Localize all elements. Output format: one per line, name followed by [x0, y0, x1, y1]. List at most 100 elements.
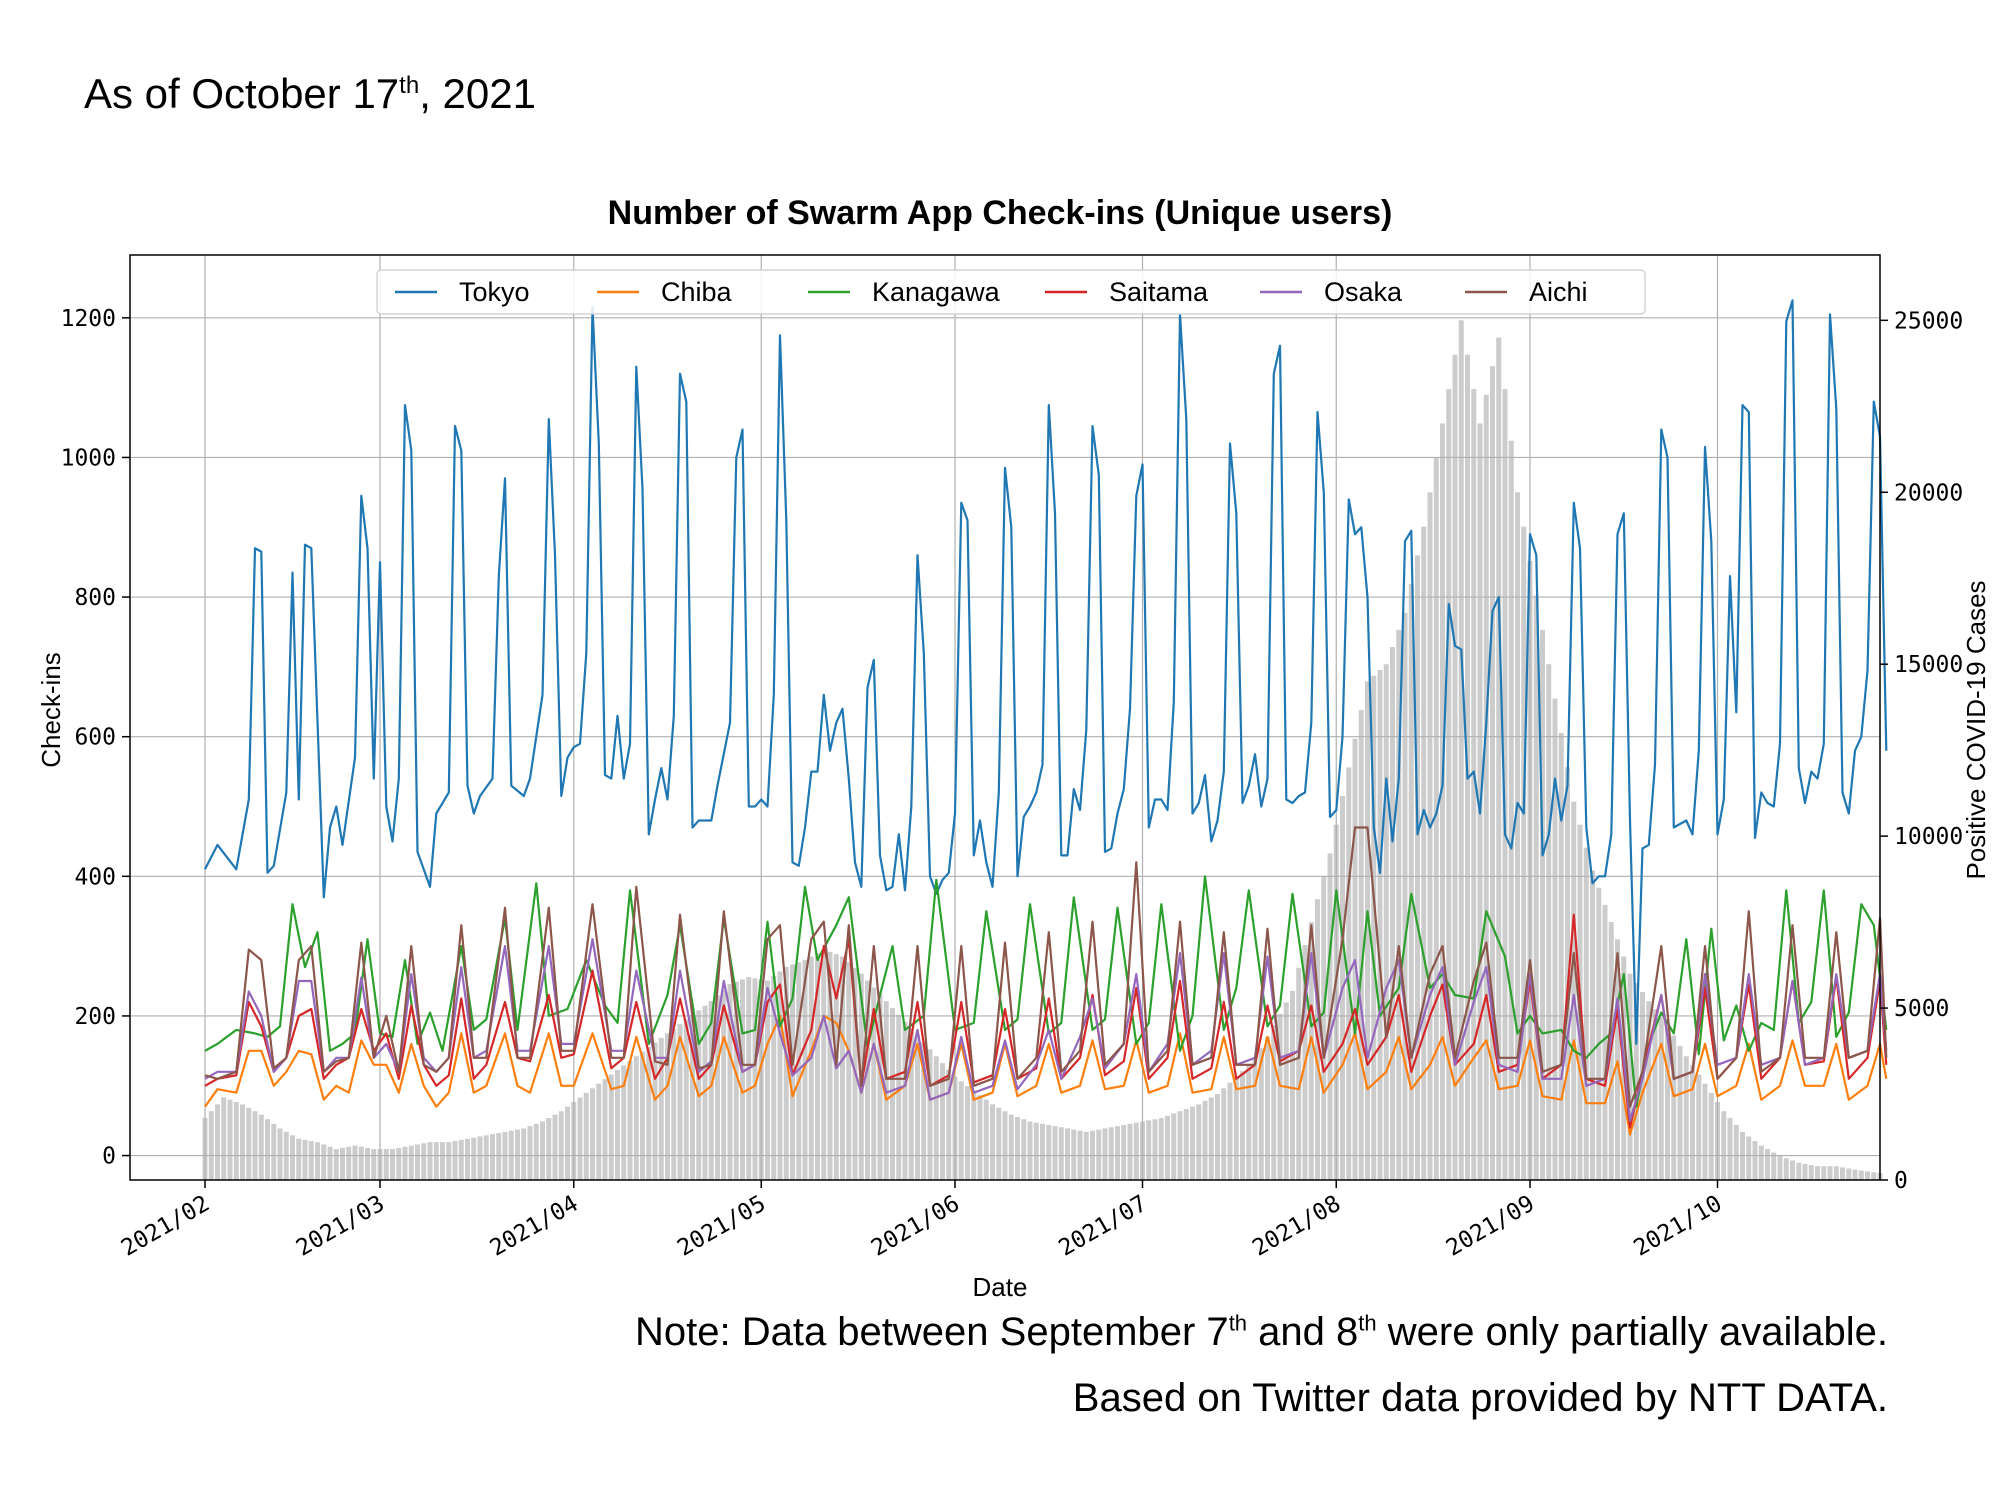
- cases-bar: [1721, 1111, 1727, 1180]
- cases-bar: [1596, 887, 1602, 1180]
- cases-bar: [1058, 1127, 1064, 1180]
- cases-bar: [340, 1147, 345, 1180]
- cases-bar: [1490, 366, 1495, 1180]
- cases-bar: [1777, 1155, 1783, 1180]
- x-axis-label: Date: [973, 1272, 1028, 1302]
- cases-bar: [977, 1095, 983, 1180]
- cases-bar: [1190, 1106, 1195, 1180]
- cases-bar: [1696, 1074, 1702, 1180]
- cases-bar: [458, 1139, 464, 1180]
- cases-bar: [396, 1147, 402, 1180]
- cases-bar: [1546, 664, 1552, 1180]
- cases-bar: [1415, 555, 1420, 1180]
- cases-bar: [358, 1146, 364, 1180]
- cases-bar: [1358, 710, 1364, 1180]
- legend-label-osaka: Osaka: [1324, 277, 1403, 307]
- cases-bar: [1471, 389, 1477, 1180]
- cases-bar: [290, 1135, 295, 1180]
- cases-bar: [552, 1114, 558, 1180]
- y2-axis-label: Positive COVID-19 Cases: [1961, 580, 1991, 879]
- cases-bar: [1771, 1152, 1777, 1180]
- cases-bar: [471, 1137, 477, 1180]
- cases-bar: [871, 987, 877, 1180]
- cases-bar: [765, 980, 770, 1180]
- cases-bar: [1233, 1076, 1239, 1180]
- cases-bar: [1440, 423, 1445, 1180]
- legend-box: [376, 269, 1646, 315]
- cases-bar: [1502, 389, 1508, 1180]
- y-tick-label: 800: [74, 585, 116, 611]
- cases-bar: [1402, 612, 1408, 1180]
- cases-bar: [815, 953, 820, 1180]
- cases-bar: [1121, 1124, 1127, 1180]
- cases-bar: [583, 1092, 589, 1180]
- cases-bar: [1177, 1111, 1183, 1180]
- cases-bar: [215, 1104, 220, 1180]
- cases-bar: [1846, 1168, 1852, 1180]
- cases-bar: [246, 1107, 252, 1180]
- chart-title: Number of Swarm App Check-ins (Unique us…: [608, 194, 1393, 232]
- cases-bar: [327, 1146, 333, 1180]
- cases-bar: [265, 1119, 270, 1180]
- cases-bar: [1390, 647, 1395, 1180]
- x-tick-label: 2021/02: [117, 1191, 214, 1262]
- cases-bar: [1308, 922, 1314, 1180]
- y-tick-label: 1000: [61, 445, 116, 471]
- cases-bar: [477, 1136, 483, 1180]
- cases-bar: [1377, 669, 1383, 1180]
- cases-bar: [777, 971, 783, 1180]
- cases-bar: [896, 1014, 902, 1180]
- cases-bar: [1408, 583, 1414, 1180]
- x-tick-label: 2021/06: [867, 1191, 964, 1262]
- cases-bar: [496, 1133, 502, 1180]
- cases-bar: [1208, 1097, 1214, 1180]
- cases-bar: [465, 1138, 470, 1180]
- cases-bar: [1133, 1122, 1139, 1180]
- cases-bar: [1021, 1119, 1027, 1180]
- x-tick-label: 2021/04: [486, 1191, 583, 1262]
- cases-bar: [433, 1142, 439, 1180]
- cases-bar: [1496, 337, 1502, 1180]
- cases-bar: [1046, 1124, 1052, 1180]
- cases-bar: [1840, 1167, 1845, 1180]
- cases-bar: [690, 1014, 695, 1180]
- cases-bar: [415, 1144, 420, 1180]
- cases-bar: [946, 1069, 952, 1180]
- grid: [130, 255, 1880, 1180]
- cases-bar: [1658, 1017, 1664, 1180]
- cases-bar: [296, 1138, 302, 1180]
- cases-bar: [733, 981, 739, 1180]
- cases-bar: [1321, 876, 1327, 1180]
- cases-bar: [640, 1051, 645, 1180]
- cases-bar: [915, 1035, 920, 1180]
- x-tick-label: 2021/10: [1630, 1191, 1727, 1262]
- cases-bar: [1865, 1171, 1870, 1180]
- cases-bar: [1590, 870, 1595, 1180]
- y2-tick-label: 0: [1894, 1168, 1908, 1194]
- cases-bar: [1783, 1158, 1789, 1180]
- cases-bar: [1146, 1120, 1152, 1180]
- cases-bar: [1483, 394, 1489, 1181]
- cases-bar: [346, 1146, 352, 1180]
- x-tick-label: 2021/09: [1442, 1191, 1539, 1262]
- cases-bar: [840, 956, 845, 1180]
- cases-bar: [1102, 1128, 1108, 1180]
- cases-bar: [321, 1144, 327, 1180]
- cases-bar: [1671, 1035, 1677, 1180]
- series-line-saitama: [204, 913, 1888, 1129]
- x-tick-label: 2021/08: [1248, 1191, 1345, 1262]
- cases-bar: [1446, 389, 1452, 1180]
- cases-bar: [1202, 1100, 1208, 1180]
- cases-bar: [602, 1079, 608, 1180]
- cases-bar: [1815, 1166, 1820, 1180]
- cases-bar: [515, 1129, 520, 1180]
- cases-bar: [1246, 1065, 1252, 1180]
- cases-bar: [940, 1063, 945, 1180]
- cases-bar: [1871, 1172, 1877, 1180]
- y-tick-label: 400: [74, 864, 116, 890]
- y-tick-label: 1200: [61, 306, 116, 332]
- y2-tick-label: 10000: [1894, 824, 1963, 850]
- cases-bar: [658, 1037, 664, 1180]
- cases-bar: [1821, 1166, 1827, 1180]
- cases-bar: [808, 956, 814, 1180]
